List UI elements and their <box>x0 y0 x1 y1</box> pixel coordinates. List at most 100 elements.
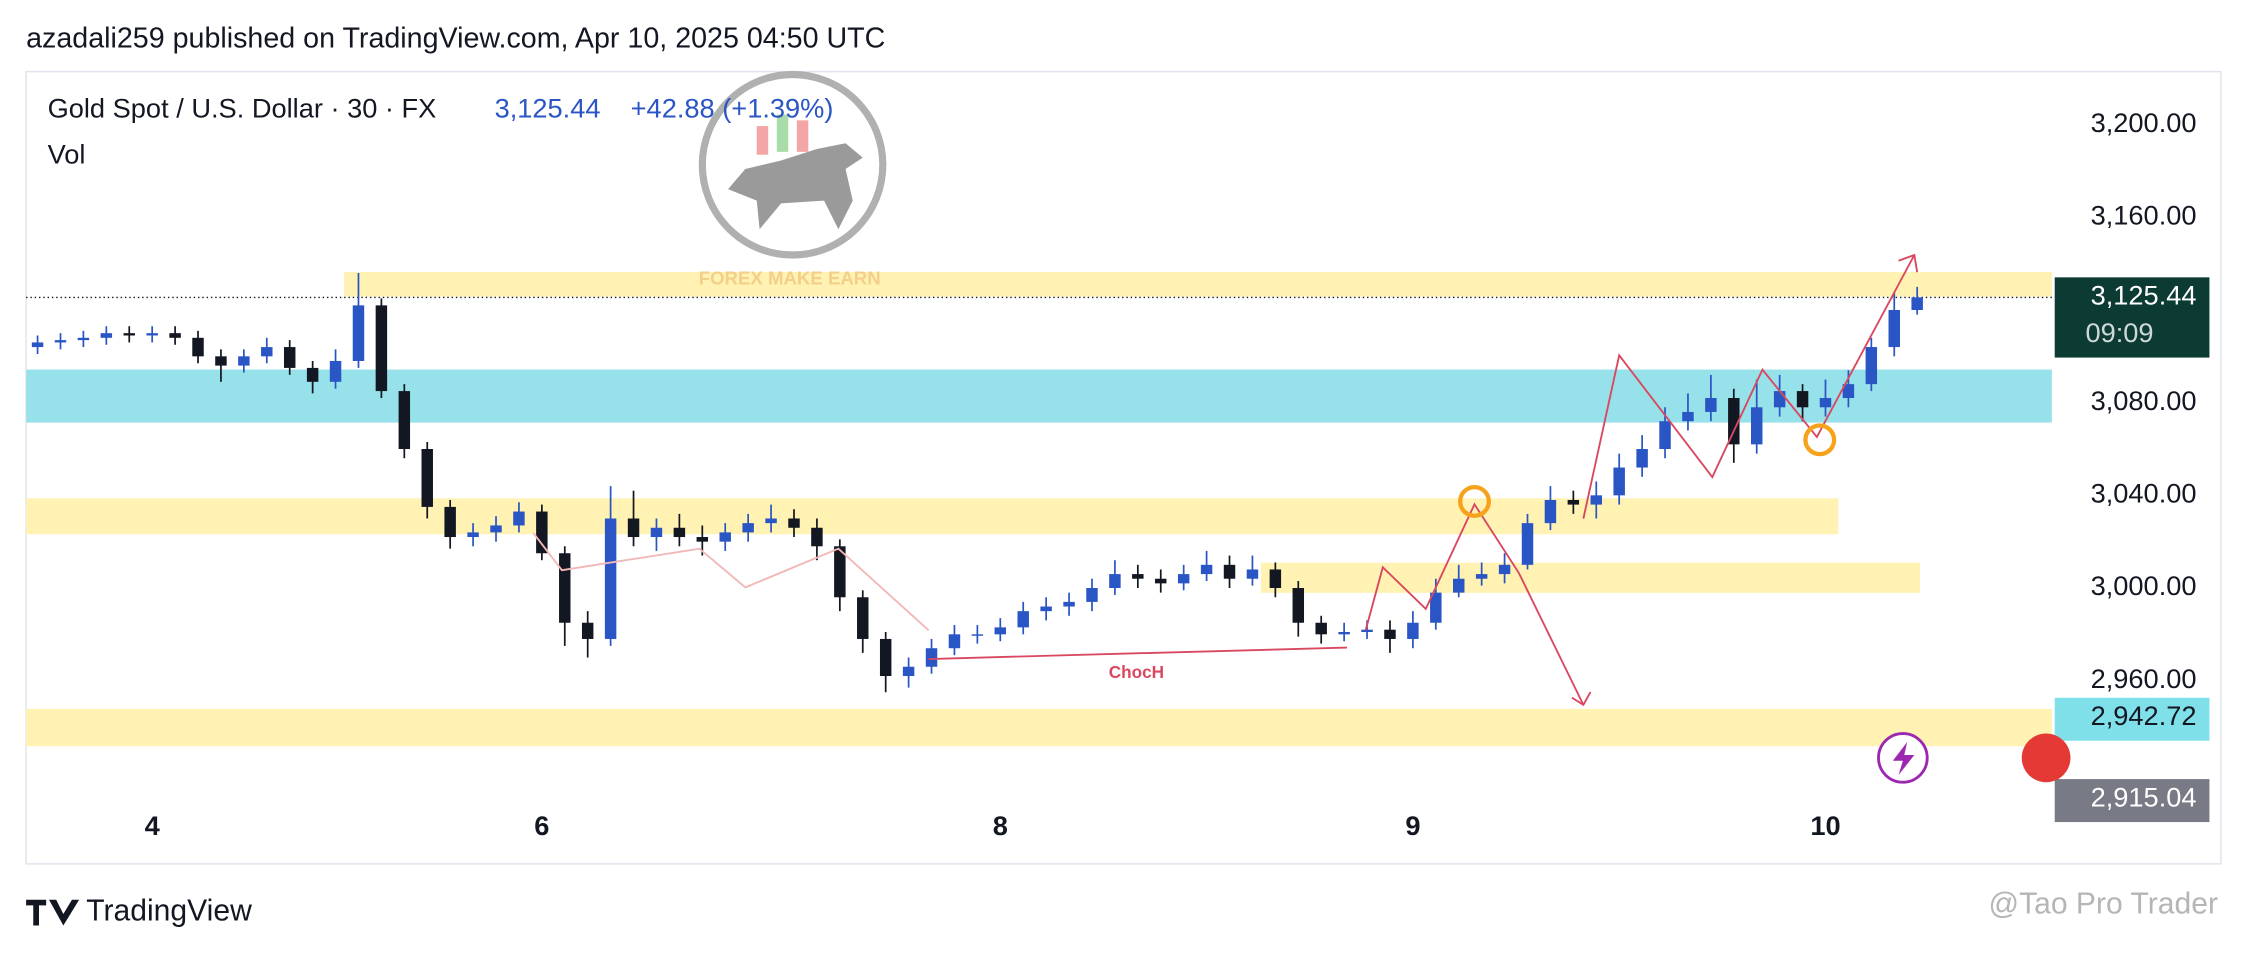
candle-body <box>1132 574 1144 579</box>
candle-body <box>1453 578 1465 593</box>
watermark-ring <box>698 70 887 259</box>
candle-body <box>1796 391 1809 408</box>
candle-body <box>1430 592 1442 623</box>
candle-body <box>627 518 640 538</box>
brand-logo <box>26 899 80 926</box>
candle-body <box>948 634 961 649</box>
candle-body <box>215 356 227 366</box>
watermark-icon <box>756 126 769 155</box>
candle-body <box>192 337 204 357</box>
candle-body <box>1338 632 1350 635</box>
y-tick-label: 3,080.00 <box>2091 385 2197 416</box>
candle-body <box>902 666 915 677</box>
last-price: 3,125.44 <box>495 93 601 124</box>
candle-body <box>1223 564 1236 579</box>
x-tick-label: 10 <box>1810 810 1840 841</box>
countdown: 09:09 <box>2085 317 2153 348</box>
price-labels: 3,125.44 09:09 2,942.72 2,915.04 <box>2054 277 2210 823</box>
candle-body <box>1521 523 1534 565</box>
candle-body <box>559 553 571 623</box>
candle-body <box>352 305 365 361</box>
event-icon <box>1892 742 1915 776</box>
candle-body <box>1109 574 1121 588</box>
candle-body <box>1200 564 1213 575</box>
candle-body <box>650 527 663 538</box>
candle-body <box>1842 384 1855 399</box>
candle-body <box>1705 398 1717 412</box>
candle-body <box>604 518 617 639</box>
candle-body <box>1567 499 1580 505</box>
candle-body <box>261 347 273 357</box>
x-tick-label: 6 <box>534 810 549 841</box>
candle-body <box>146 333 158 336</box>
price-label: 2,915.04 <box>2091 781 2197 812</box>
candle-body <box>1590 495 1602 505</box>
candle-body <box>857 597 869 639</box>
candle-body <box>1384 629 1396 639</box>
candle-body <box>1315 622 1327 635</box>
candle-body <box>1888 310 1900 348</box>
candle-body <box>765 518 777 524</box>
candle-body <box>1086 587 1098 602</box>
price-label-box <box>2054 277 2210 358</box>
candle-body <box>513 511 525 526</box>
candle-body <box>54 340 67 343</box>
candle-body <box>329 360 342 382</box>
marker-circle <box>1803 423 1837 457</box>
candle-body <box>971 634 984 636</box>
chart-title: Gold Spot / U.S. Dollar · 30 · FX <box>48 93 437 124</box>
candle-body <box>375 305 388 392</box>
candle-body <box>169 333 181 338</box>
candle-body <box>306 367 319 382</box>
candle-body <box>811 527 823 547</box>
zones <box>26 272 2052 747</box>
candle-body <box>1773 391 1786 408</box>
candle-body <box>1750 407 1763 445</box>
candles <box>31 272 1923 693</box>
candle-body <box>1361 629 1373 633</box>
candle-body <box>1911 297 1923 311</box>
candle-body <box>283 347 296 368</box>
x-tick-label: 8 <box>993 810 1008 841</box>
zone <box>344 272 2052 297</box>
candle-body <box>1819 398 1832 408</box>
candle-body <box>1292 587 1305 623</box>
price-label: 3,125.44 <box>2091 280 2197 311</box>
axes: 2,960.00 3,000.00 3,040.00 3,080.00 3,160.00… <box>145 107 2197 841</box>
candle-body <box>398 391 411 449</box>
candle-body <box>742 523 754 533</box>
candle-body <box>1613 467 1625 496</box>
candle-body <box>1246 569 1259 579</box>
annotation: ChocH <box>1109 662 1164 682</box>
y-tick-label: 3,000.00 <box>2091 570 2197 601</box>
marker-circle <box>1458 484 1491 518</box>
candle-body <box>536 511 548 554</box>
candle-body <box>1659 421 1671 449</box>
volume-label: Vol <box>48 138 86 169</box>
candle-body <box>1063 601 1075 607</box>
zone <box>26 369 2052 423</box>
drawing-line <box>532 532 930 632</box>
candle-body <box>581 622 594 639</box>
x-tick-label: 9 <box>1405 810 1420 841</box>
candle-body <box>1544 499 1557 524</box>
candle-body <box>100 333 113 338</box>
candle-body <box>238 356 250 366</box>
candle-body <box>696 537 709 542</box>
candle-body <box>1017 611 1029 628</box>
price-label-box <box>2054 779 2210 823</box>
candle-body <box>77 337 90 341</box>
zone <box>26 498 1839 535</box>
credit: @Tao Pro Trader <box>1989 887 2218 920</box>
price-change: +42.88 (+1.39%) <box>631 93 834 124</box>
drawing-line <box>928 646 1348 660</box>
candle-body <box>1475 574 1488 579</box>
candle-body <box>123 333 135 336</box>
candle-body <box>1269 569 1282 588</box>
y-tick-label: 2,960.00 <box>2091 663 2197 694</box>
candle-body <box>444 506 456 538</box>
y-tick-label: 3,160.00 <box>2091 200 2197 231</box>
candle-body <box>788 518 800 528</box>
